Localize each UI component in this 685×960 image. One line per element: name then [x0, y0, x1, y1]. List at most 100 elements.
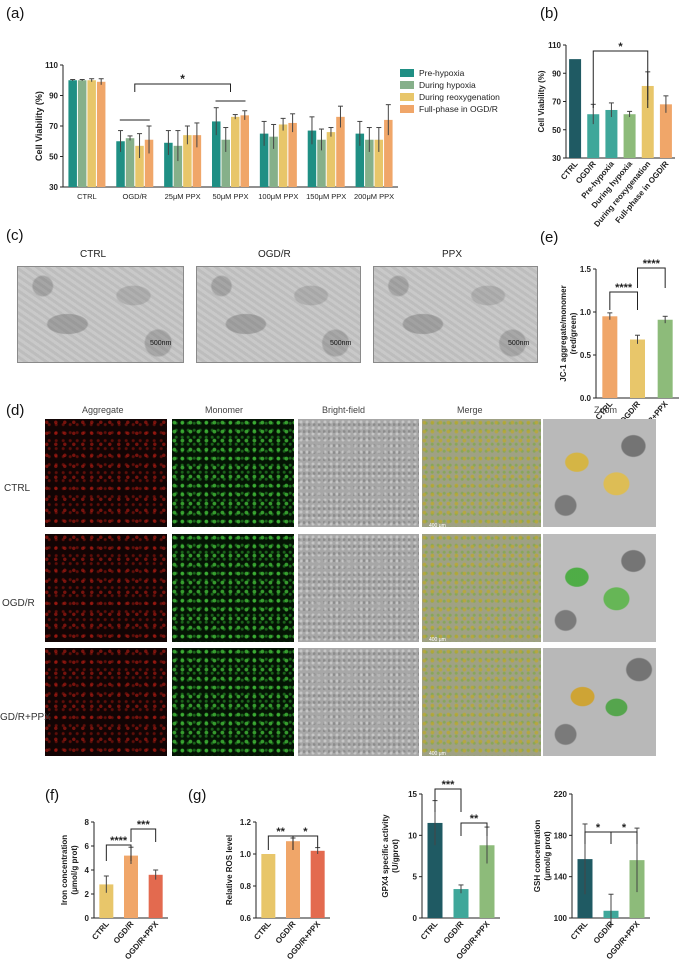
bar-a-6-1	[365, 139, 374, 187]
significance-label: ***	[137, 819, 151, 831]
x-tick-label: 50μM PPX	[212, 192, 248, 201]
bar-b-0	[569, 59, 582, 158]
y-tick-label: 0.8	[240, 882, 252, 891]
micrograph-monomer-ogdr	[172, 534, 294, 642]
y-tick-label: 4	[85, 866, 90, 875]
y-tick-label: 70	[49, 122, 58, 131]
significance-bracket	[610, 831, 638, 844]
bar-a-3-0	[212, 121, 221, 187]
bar-a-5-1	[317, 139, 326, 187]
tem-scale-bar-ctrl: 500nm	[150, 340, 172, 347]
y-tick-label: 220	[554, 790, 568, 799]
legend-swatch-0	[400, 69, 414, 77]
y-tick-label: 110	[45, 61, 58, 70]
y-tick-label: 8	[85, 818, 90, 827]
tem-scale-bar-ppx: 500nm	[508, 340, 530, 347]
chart-g2: 0 5 10 15 GPX4 specific activity (U/gprot) CTR…	[381, 779, 500, 960]
significance-label: *	[622, 822, 627, 834]
bar-a-3-2	[231, 116, 240, 187]
bar-b-4	[641, 85, 654, 158]
bar-a-3-3	[240, 115, 249, 187]
bar-a-6-0	[355, 133, 365, 187]
panel-label-b: (b)	[540, 5, 558, 22]
y-axis-label: (U/gprot)	[391, 839, 400, 873]
bar-g1-1	[286, 841, 300, 918]
bar-a-5-3	[336, 116, 345, 187]
significance-bracket	[134, 83, 231, 92]
y-tick-label: 110	[548, 41, 561, 50]
bar-a-2-3	[192, 135, 202, 187]
y-tick-label: 0	[85, 914, 90, 923]
y-axis-label: (μmol/g prot)	[70, 845, 79, 895]
row-label-ogdr: OGD/R	[2, 598, 35, 609]
bar-a-2-0	[164, 142, 173, 187]
x-tick-label: CTRL	[252, 919, 273, 941]
merge-scale-bar-3: 400 μm	[429, 751, 446, 757]
row-label-ogdr-ppx: GD/R+PPX	[0, 712, 51, 723]
micrograph-merge-ctrl	[422, 419, 541, 527]
legend-label-3: Full-phase in OGD/R	[419, 104, 498, 114]
y-axis-label: (μmol/g prot)	[543, 831, 552, 881]
significance-label: ***	[442, 779, 456, 791]
y-tick-label: 2	[85, 890, 90, 899]
significance-label: *	[180, 72, 185, 86]
x-tick-label: 200μM PPX	[354, 192, 394, 201]
bar-a-0-3	[96, 81, 106, 187]
micrograph-zoom-ctrl	[543, 419, 656, 527]
significance-label: **	[470, 813, 479, 825]
x-tick-label: 25μM PPX	[165, 192, 201, 201]
tem-label-ogdr: OGD/R	[258, 249, 291, 260]
significance-label: ****	[643, 258, 661, 270]
y-axis-label: Cell Viability (%)	[537, 70, 546, 132]
bar-f-1	[124, 855, 138, 918]
merge-scale-bar-2: 400 μm	[429, 637, 446, 643]
bar-a-2-2	[183, 135, 192, 187]
micrograph-brightfield-ctrl	[298, 419, 419, 527]
col-label-merge: Merge	[457, 405, 483, 415]
micrograph-monomer-ctrl	[172, 419, 294, 527]
x-tick-label: CTRL	[77, 192, 97, 201]
micrograph-merge-ogdr	[422, 534, 541, 642]
x-tick-label: CTRL	[569, 919, 590, 941]
legend-swatch-1	[400, 81, 414, 89]
chart-g3: 100 140 180 220 GSH concentration (μmol/g pro…	[533, 790, 650, 960]
bar-e-1	[630, 339, 645, 398]
bar-g2-2	[479, 845, 495, 918]
tem-image-ctrl	[17, 266, 184, 363]
bar-a-1-2	[135, 145, 144, 187]
micrograph-aggregate-ogdr-ppx	[45, 648, 167, 756]
legend-a: Pre-hypoxia During hypoxia During reoxygen…	[400, 68, 500, 114]
y-tick-label: 50	[49, 153, 58, 162]
significance-bracket	[434, 788, 462, 812]
col-label-zoom: Zoom	[594, 405, 618, 415]
significance-label: *	[618, 41, 623, 53]
panel-label-a: (a)	[6, 5, 24, 22]
micrograph-merge-ogdr-ppx	[422, 648, 541, 756]
micrograph-monomer-ogdr-ppx	[172, 648, 294, 756]
x-tick-label: 150μM PPX	[306, 192, 346, 201]
bar-a-0-1	[77, 80, 87, 187]
y-tick-label: 100	[554, 914, 568, 923]
legend-swatch-2	[400, 93, 414, 101]
bar-a-6-3	[384, 119, 393, 187]
bar-a-1-0	[116, 141, 125, 187]
panel-label-c: (c)	[6, 227, 24, 244]
y-axis-label: JC-1 aggregate/monomer	[559, 285, 568, 381]
x-tick-label: 100μM PPX	[258, 192, 298, 201]
row-label-ctrl: CTRL	[4, 483, 31, 494]
col-label-monomer: Monomer	[205, 405, 244, 415]
significance-bracket	[609, 291, 638, 310]
micrograph-zoom-ogdr-ppx	[543, 648, 656, 756]
bar-e-0	[602, 316, 618, 398]
y-tick-label: 1.0	[580, 308, 592, 317]
x-tick-label: OGD/R	[442, 919, 466, 945]
y-tick-label: 50	[552, 126, 561, 135]
significance-label: ****	[615, 282, 633, 294]
merge-scale-bar-1: 400 μm	[429, 523, 446, 529]
x-tick-label: CTRL	[90, 919, 111, 941]
bar-b-3	[623, 114, 636, 158]
legend-label-1: During hypoxia	[419, 80, 476, 90]
chart-e: 0.0 0.5 1.0 1.5 JC-1 aggregate/monomer (red/g…	[559, 258, 679, 441]
tem-scale-bar-ogdr: 500nm	[330, 340, 352, 347]
